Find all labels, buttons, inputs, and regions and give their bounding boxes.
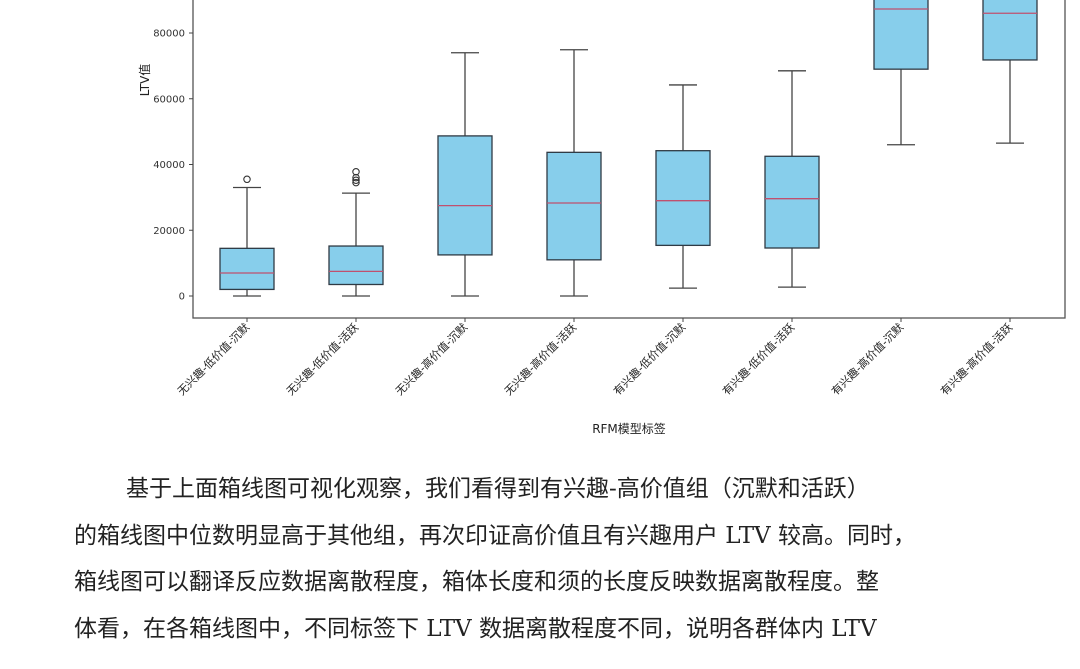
box-5: [655, 84, 711, 289]
iqr-box: [873, 0, 929, 70]
paragraph-line-2: 的箱线图中位数明显高于其他组，再次印证高价值且有兴趣用户 LTV 较高。同时，: [74, 522, 916, 549]
x-axis: 无兴趣-低价值-沉默 无兴趣-低价值-活跃 无兴趣-高价值-沉默 无兴趣-高价值-活跃…: [174, 318, 1015, 398]
box-1: [219, 175, 275, 297]
outlier-marker: [243, 175, 251, 184]
y-tick-label: 80000: [153, 29, 185, 40]
outlier-marker: [352, 167, 360, 176]
paragraph-line-4: 体看，在各箱线图中，不同标签下 LTV 数据离散程度不同，说明各群体内 LTV: [74, 615, 877, 642]
box-3: [437, 52, 493, 297]
box-4: [546, 49, 602, 297]
box-7: [873, 0, 929, 146]
x-tick-label: 无兴趣-低价值-沉默: [174, 320, 252, 398]
x-tick-label: 有兴趣-低价值-沉默: [610, 320, 688, 398]
x-tick-label: 无兴趣-高价值-沉默: [392, 320, 470, 398]
x-tick-label: 有兴趣-高价值-活跃: [937, 320, 1015, 398]
iqr-box: [655, 150, 711, 247]
ltv-boxplot-chart: 0 20000 40000 60000 80000 无兴趣-低价值-沉默 无兴趣-低价值-…: [137, 0, 1066, 436]
box-2: [328, 167, 384, 297]
y-axis: 0 20000 40000 60000 80000: [153, 29, 193, 303]
y-tick-label: 20000: [153, 226, 185, 237]
outlier-marker: [352, 178, 360, 187]
y-axis-label: LTV值: [137, 64, 152, 97]
x-tick-label: 有兴趣-高价值-沉默: [828, 320, 906, 398]
iqr-box: [328, 245, 384, 286]
box-6: [764, 70, 820, 288]
plot-area: [192, 0, 1066, 319]
outlier-marker: [352, 176, 360, 185]
x-tick-label: 无兴趣-高价值-活跃: [501, 320, 579, 398]
iqr-box: [764, 155, 820, 249]
x-tick-label: 有兴趣-低价值-活跃: [719, 320, 797, 398]
y-tick-label: 40000: [153, 160, 185, 171]
analysis-paragraph: 基于上面箱线图可视化观察，我们看得到有兴趣-高价值组（沉默和活跃） 的箱线图中位…: [74, 466, 1034, 652]
x-axis-label: RFM模型标签: [592, 421, 666, 436]
plot-frame: [192, 0, 1066, 319]
iqr-box: [437, 135, 493, 256]
y-tick-label: 60000: [153, 94, 185, 105]
iqr-box: [219, 247, 275, 291]
iqr-box: [546, 151, 602, 261]
x-tick-label: 无兴趣-低价值-活跃: [283, 320, 361, 398]
iqr-box: [982, 0, 1038, 61]
box-8: [982, 0, 1038, 144]
paragraph-line-3: 箱线图可以翻译反应数据离散程度，箱体长度和须的长度反映数据离散程度。整: [74, 569, 879, 595]
paragraph-line-1: 基于上面箱线图可视化观察，我们看得到有兴趣-高价值组（沉默和活跃）: [126, 476, 870, 502]
y-tick-label: 0: [179, 292, 185, 303]
